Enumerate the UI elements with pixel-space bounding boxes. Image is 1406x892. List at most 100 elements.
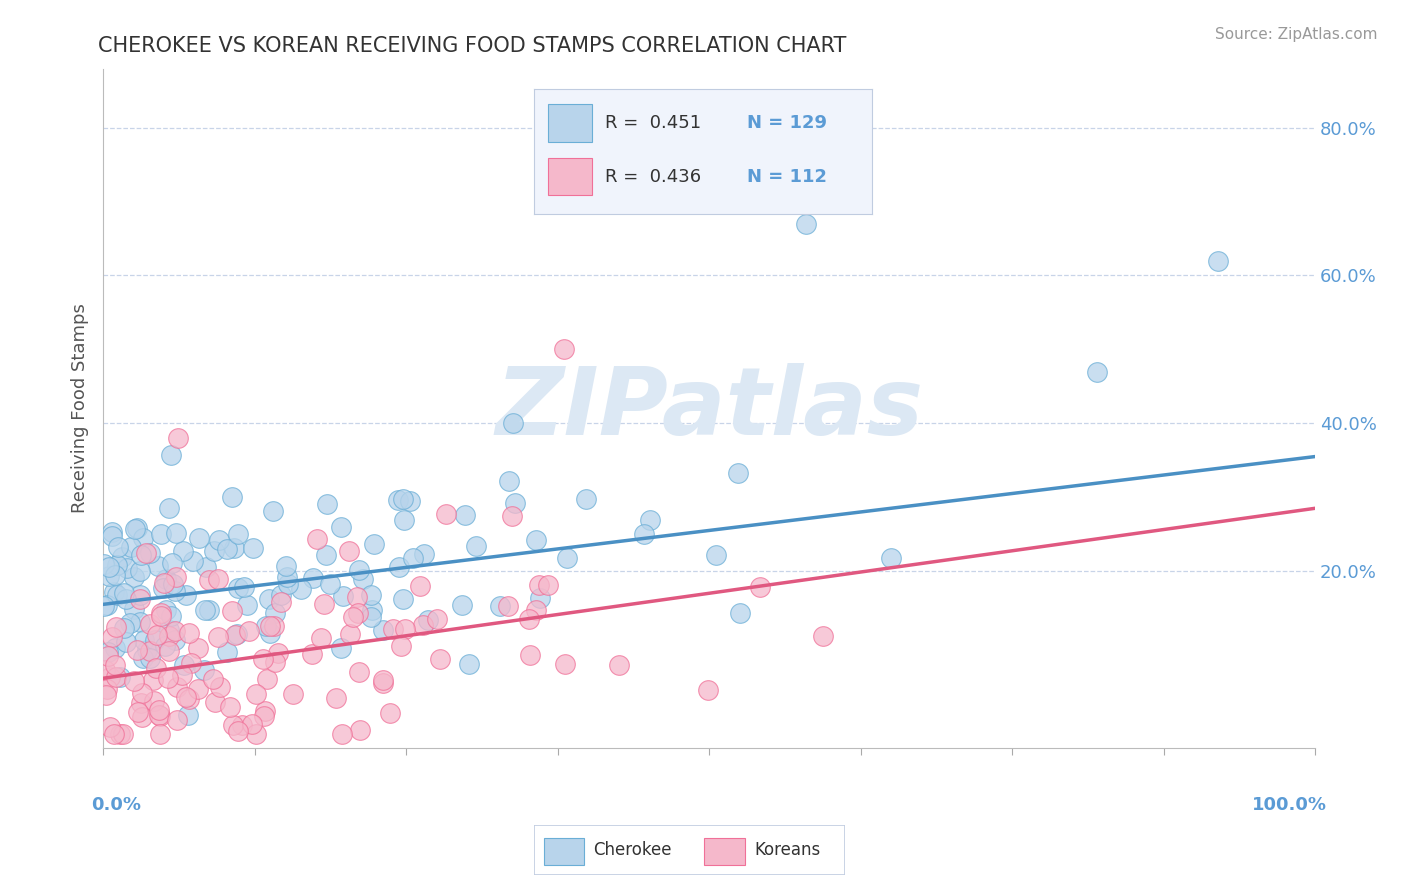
Point [181, 554, 204, 568]
Point [263, 618, 285, 632]
Text: CHEROKEE VS KOREAN RECEIVING FOOD STAMPS CORRELATION CHART: CHEROKEE VS KOREAN RECEIVING FOOD STAMPS… [98, 36, 846, 55]
Point [330, 726, 353, 740]
Point [233, 580, 256, 594]
Point [498, 474, 520, 488]
Text: N = 112: N = 112 [747, 168, 827, 186]
Point [128, 588, 150, 602]
Point [252, 652, 274, 666]
Point [349, 665, 371, 679]
Point [97, 645, 120, 659]
Point [748, 580, 770, 594]
Point [276, 570, 298, 584]
Point [221, 604, 243, 618]
Point [315, 548, 337, 562]
Point [224, 541, 246, 556]
Text: N = 129: N = 129 [747, 114, 827, 132]
Point [325, 690, 347, 705]
Bar [704, 838, 745, 865]
Point [231, 718, 253, 732]
Point [120, 615, 142, 630]
Point [257, 592, 280, 607]
Point [104, 657, 127, 672]
Point [450, 598, 472, 612]
Point [152, 581, 174, 595]
Point [389, 640, 412, 654]
Text: ZIPatlas: ZIPatlas [495, 362, 924, 455]
Point [399, 494, 422, 508]
Text: Source: ZipAtlas.com: Source: ZipAtlas.com [1215, 27, 1378, 42]
Point [529, 578, 551, 592]
Point [329, 641, 352, 656]
Point [103, 585, 125, 599]
Point [352, 572, 374, 586]
Point [96, 688, 118, 702]
Point [309, 631, 332, 645]
Point [342, 610, 364, 624]
Point [122, 673, 145, 688]
Point [177, 708, 200, 723]
Point [696, 682, 718, 697]
Point [728, 607, 751, 621]
Point [880, 550, 903, 565]
Point [104, 568, 127, 582]
Point [124, 522, 146, 536]
Point [1206, 253, 1229, 268]
Point [96, 682, 118, 697]
Point [155, 640, 177, 654]
Point [301, 571, 323, 585]
Point [381, 622, 404, 636]
Point [111, 549, 134, 564]
Point [163, 583, 186, 598]
Point [93, 599, 115, 614]
Point [163, 633, 186, 648]
Point [149, 709, 172, 723]
Point [139, 616, 162, 631]
Point [96, 598, 118, 612]
Point [496, 599, 519, 613]
Point [208, 680, 231, 694]
Point [131, 685, 153, 699]
Point [159, 643, 181, 657]
Point [378, 706, 401, 721]
Point [1085, 365, 1108, 379]
Point [502, 416, 524, 430]
Point [277, 576, 299, 591]
Point [193, 603, 215, 617]
Point [105, 588, 128, 602]
Point [120, 540, 142, 554]
Point [128, 592, 150, 607]
Point [242, 541, 264, 555]
Point [524, 603, 547, 617]
Point [149, 527, 172, 541]
Point [412, 618, 434, 632]
Point [204, 695, 226, 709]
Point [371, 623, 394, 637]
Point [165, 570, 187, 584]
Point [127, 705, 149, 719]
Point [633, 527, 655, 541]
Point [245, 687, 267, 701]
Point [148, 708, 170, 723]
Point [811, 629, 834, 643]
Point [111, 727, 134, 741]
Point [93, 558, 115, 572]
Point [207, 630, 229, 644]
Point [465, 539, 488, 553]
Point [202, 672, 225, 686]
Point [221, 717, 243, 731]
Point [307, 532, 329, 546]
Point [254, 619, 277, 633]
Point [174, 690, 197, 705]
Text: 100.0%: 100.0% [1253, 796, 1327, 814]
Point [115, 592, 138, 607]
Point [217, 645, 239, 659]
Point [329, 520, 352, 534]
Point [537, 578, 560, 592]
Point [402, 551, 425, 566]
Point [172, 668, 194, 682]
Point [208, 533, 231, 547]
Point [162, 577, 184, 591]
Point [245, 727, 267, 741]
Point [262, 504, 284, 518]
Point [517, 611, 540, 625]
